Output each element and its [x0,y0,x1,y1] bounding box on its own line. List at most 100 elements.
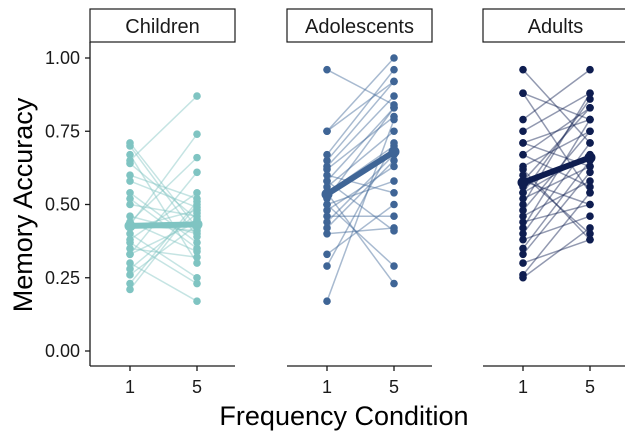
mean-point [584,152,596,164]
subject-line [522,130,591,168]
mean-line [520,154,593,186]
subject-line [326,174,395,194]
subject-point [193,200,201,209]
subject-point [193,279,201,288]
subject-line [129,247,198,258]
subject-line [522,119,591,229]
subject-line [522,69,591,144]
subject-point [323,156,331,165]
subject-line [129,180,198,209]
subject-point [586,115,594,124]
subject-point [323,65,331,74]
panel-strip [286,8,433,43]
mean-point [124,220,136,232]
panel-children: Children 1 5 [89,8,236,397]
subject-point [586,104,594,112]
subject-point [126,238,134,247]
x-tick-label: 5 [389,377,399,397]
subject-point [586,200,594,209]
y-axis-title: Memory Accuracy [8,97,38,312]
subject-line [326,203,395,267]
subject-line [326,180,395,206]
subject-point [193,92,201,100]
subject-line [129,171,198,255]
subject-point [126,171,134,179]
subject-point [586,127,594,136]
subject-point [390,227,398,235]
subject-point [586,95,594,103]
panel-adolescents: Adolescents 1 5 [286,8,433,397]
y-tick-label: 0.25 [45,268,80,288]
subject-point [390,54,398,62]
y-axis: 0.00 0.25 0.50 0.75 1.00 [45,42,91,366]
subject-line [522,69,591,121]
subject-line [129,133,198,226]
subject-line [129,224,198,276]
subject-point [323,297,331,305]
panel-strip [482,8,625,43]
subject-line [326,154,395,223]
subject-line [522,107,591,156]
x-tick-label: 1 [322,377,332,397]
subject-point [323,150,331,159]
subject-point [193,297,201,305]
subject-line [326,116,395,170]
subject-point [586,183,594,191]
subject-point [390,104,398,112]
subject-point [519,150,527,159]
subject-line [129,241,198,285]
subject-point [126,194,134,203]
subject-point [126,244,134,253]
subject-point [126,142,134,150]
subject-line [129,192,198,241]
x-tick-label: 1 [125,377,135,397]
subject-line [522,160,591,249]
subject-point [519,235,527,244]
subject-point [323,200,331,209]
subject-line [522,92,591,194]
subject-point [390,127,398,136]
subject-point [390,200,398,209]
subject-point [586,168,594,177]
subject-line [326,107,395,200]
subject-line [326,192,395,285]
subject-line [326,227,395,235]
subject-point [193,130,201,138]
subject-point [323,183,331,191]
subject-point [390,279,398,288]
x-axis-title: Frequency Condition [219,401,468,431]
subject-point [126,285,134,294]
subject-line [522,165,591,200]
subject-point [390,212,398,221]
subject-line [129,203,198,217]
mean-point [191,218,203,230]
subject-line [129,174,198,200]
subject-point [519,65,527,74]
mean-line [324,148,397,198]
subject-point [390,188,398,197]
subject-point [193,168,201,177]
subject-point [586,188,594,197]
subject-point [586,89,594,97]
mean-line [127,221,200,229]
subject-point [323,127,331,136]
subject-point [519,115,527,124]
panel-strip-label: Adolescents [305,16,414,38]
subject-point [586,224,594,232]
subject-line [522,180,591,217]
subject-line [522,215,591,241]
subject-point [126,250,134,259]
subject-point [193,247,201,256]
subject-point [519,171,527,179]
subject-point [126,200,134,209]
subject-point [126,156,134,165]
panel-strip-label: Children [125,16,199,38]
subject-point [519,230,527,238]
subject-point [519,224,527,232]
subject-point [390,115,398,124]
subject-line [326,95,395,167]
subject-line [326,165,395,211]
subject-line [326,69,395,106]
x-tick-label: 1 [518,377,528,397]
panel-strip [89,8,236,43]
